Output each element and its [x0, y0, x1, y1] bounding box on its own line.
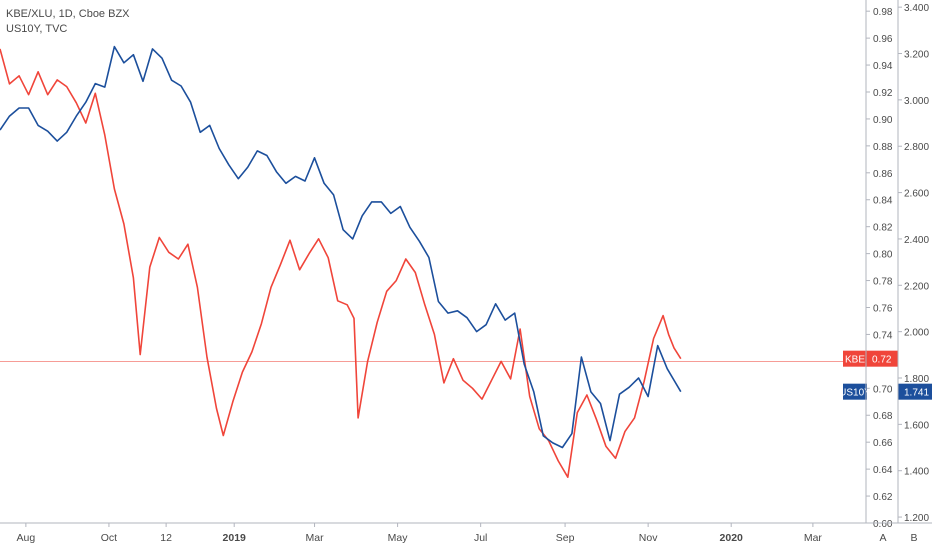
time-axis-tick-label: May — [388, 532, 409, 544]
right-axis-tick-label: 2.400 — [904, 235, 929, 246]
left-axis-tick-label: 0.80 — [873, 250, 893, 261]
left-axis-tick-label: 0.94 — [873, 61, 893, 72]
left-axis-tick-label: 0.84 — [873, 196, 893, 207]
series-line-kbe[interactable] — [0, 48, 682, 479]
right-axis-tick-label: 3.400 — [904, 3, 929, 14]
left-axis-tick-label: 0.70 — [873, 384, 893, 395]
time-axis-tick-label: 2019 — [223, 532, 247, 544]
last-value-label-us10y: 1.741 — [904, 388, 929, 399]
left-axis-tick-label: 0.88 — [873, 142, 893, 153]
auto-scale-button[interactable]: A — [879, 532, 886, 544]
last-value-label-kbe: 0.72 — [872, 355, 892, 366]
right-axis-tick-label: 1.200 — [904, 513, 929, 524]
left-price-axis: 0.98 0.96 0.94 0.92 0.90 0.88 0.86 0.84 0.82 0.80… — [866, 7, 893, 530]
right-axis-tick-label: 1.400 — [904, 467, 929, 478]
last-value-name-tag-kbe — [843, 350, 867, 367]
time-axis-tick-label: Sep — [556, 532, 575, 544]
right-axis-tick-label: 2.000 — [904, 328, 929, 339]
left-axis-tick-label: 0.76 — [873, 303, 893, 314]
left-axis-tick-label: 0.66 — [873, 438, 893, 449]
time-axis-tick-label: Oct — [101, 532, 117, 544]
time-axis-tick-label: Mar — [305, 532, 324, 544]
legend-us10y[interactable]: US10Y, TVC — [6, 23, 68, 35]
last-value-markers: KBE 0.72 US10Y 1.741 — [839, 350, 932, 400]
plot-area — [0, 45, 866, 479]
right-axis-tick-label: 3.000 — [904, 96, 929, 107]
left-axis-tick-label: 0.78 — [873, 277, 893, 288]
last-value-name-kbe: KBE — [845, 355, 865, 366]
left-axis-tick-label: 0.62 — [873, 492, 893, 503]
left-axis-tick-label: 0.96 — [873, 34, 893, 45]
right-axis-tick-label: 1.800 — [904, 374, 929, 385]
time-axis-tick-label: Mar — [804, 532, 823, 544]
last-value-name-tag-us10y — [843, 383, 867, 400]
left-axis-tick-label: 0.98 — [873, 7, 893, 18]
time-axis: Aug Oct 12 2019 Mar May Jul Sep Nov 2020 Mar — [17, 523, 823, 544]
left-axis-tick-label: 0.82 — [873, 223, 893, 234]
right-axis-tick-label: 2.800 — [904, 142, 929, 153]
right-axis-tick-label: 3.200 — [904, 50, 929, 61]
right-axis-tick-label: 2.600 — [904, 189, 929, 200]
left-axis-tick-label: 0.92 — [873, 88, 893, 99]
left-axis-tick-label: 0.90 — [873, 115, 893, 126]
left-axis-tick-label: 0.68 — [873, 411, 893, 422]
time-axis-tick-label: Jul — [474, 532, 487, 544]
left-axis-tick-label: 0.74 — [873, 330, 893, 341]
last-value-name-us10y: US10Y — [839, 388, 871, 399]
right-price-axis: 3.400 3.200 3.000 2.800 2.600 2.400 2.200 2.000… — [898, 3, 929, 524]
log-scale-button[interactable]: B — [910, 532, 917, 544]
time-axis-tick-label: Aug — [17, 532, 36, 544]
left-axis-tick-label: 0.60 — [873, 519, 893, 530]
time-axis-tick-label: 2020 — [720, 532, 744, 544]
left-axis-tick-label: 0.86 — [873, 169, 893, 180]
right-axis-tick-label: 1.600 — [904, 420, 929, 431]
last-value-tag-kbe — [866, 350, 898, 367]
series-line-us10y[interactable] — [0, 45, 682, 449]
left-axis-tick-label: 0.64 — [873, 465, 893, 476]
last-value-tag-us10y — [898, 383, 932, 400]
time-axis-tick-label: Nov — [639, 532, 658, 544]
legend-kbe[interactable]: KBE/XLU, 1D, Cboe BZX — [6, 8, 130, 20]
time-axis-tick-label: 12 — [160, 532, 172, 544]
right-axis-tick-label: 2.200 — [904, 281, 929, 292]
